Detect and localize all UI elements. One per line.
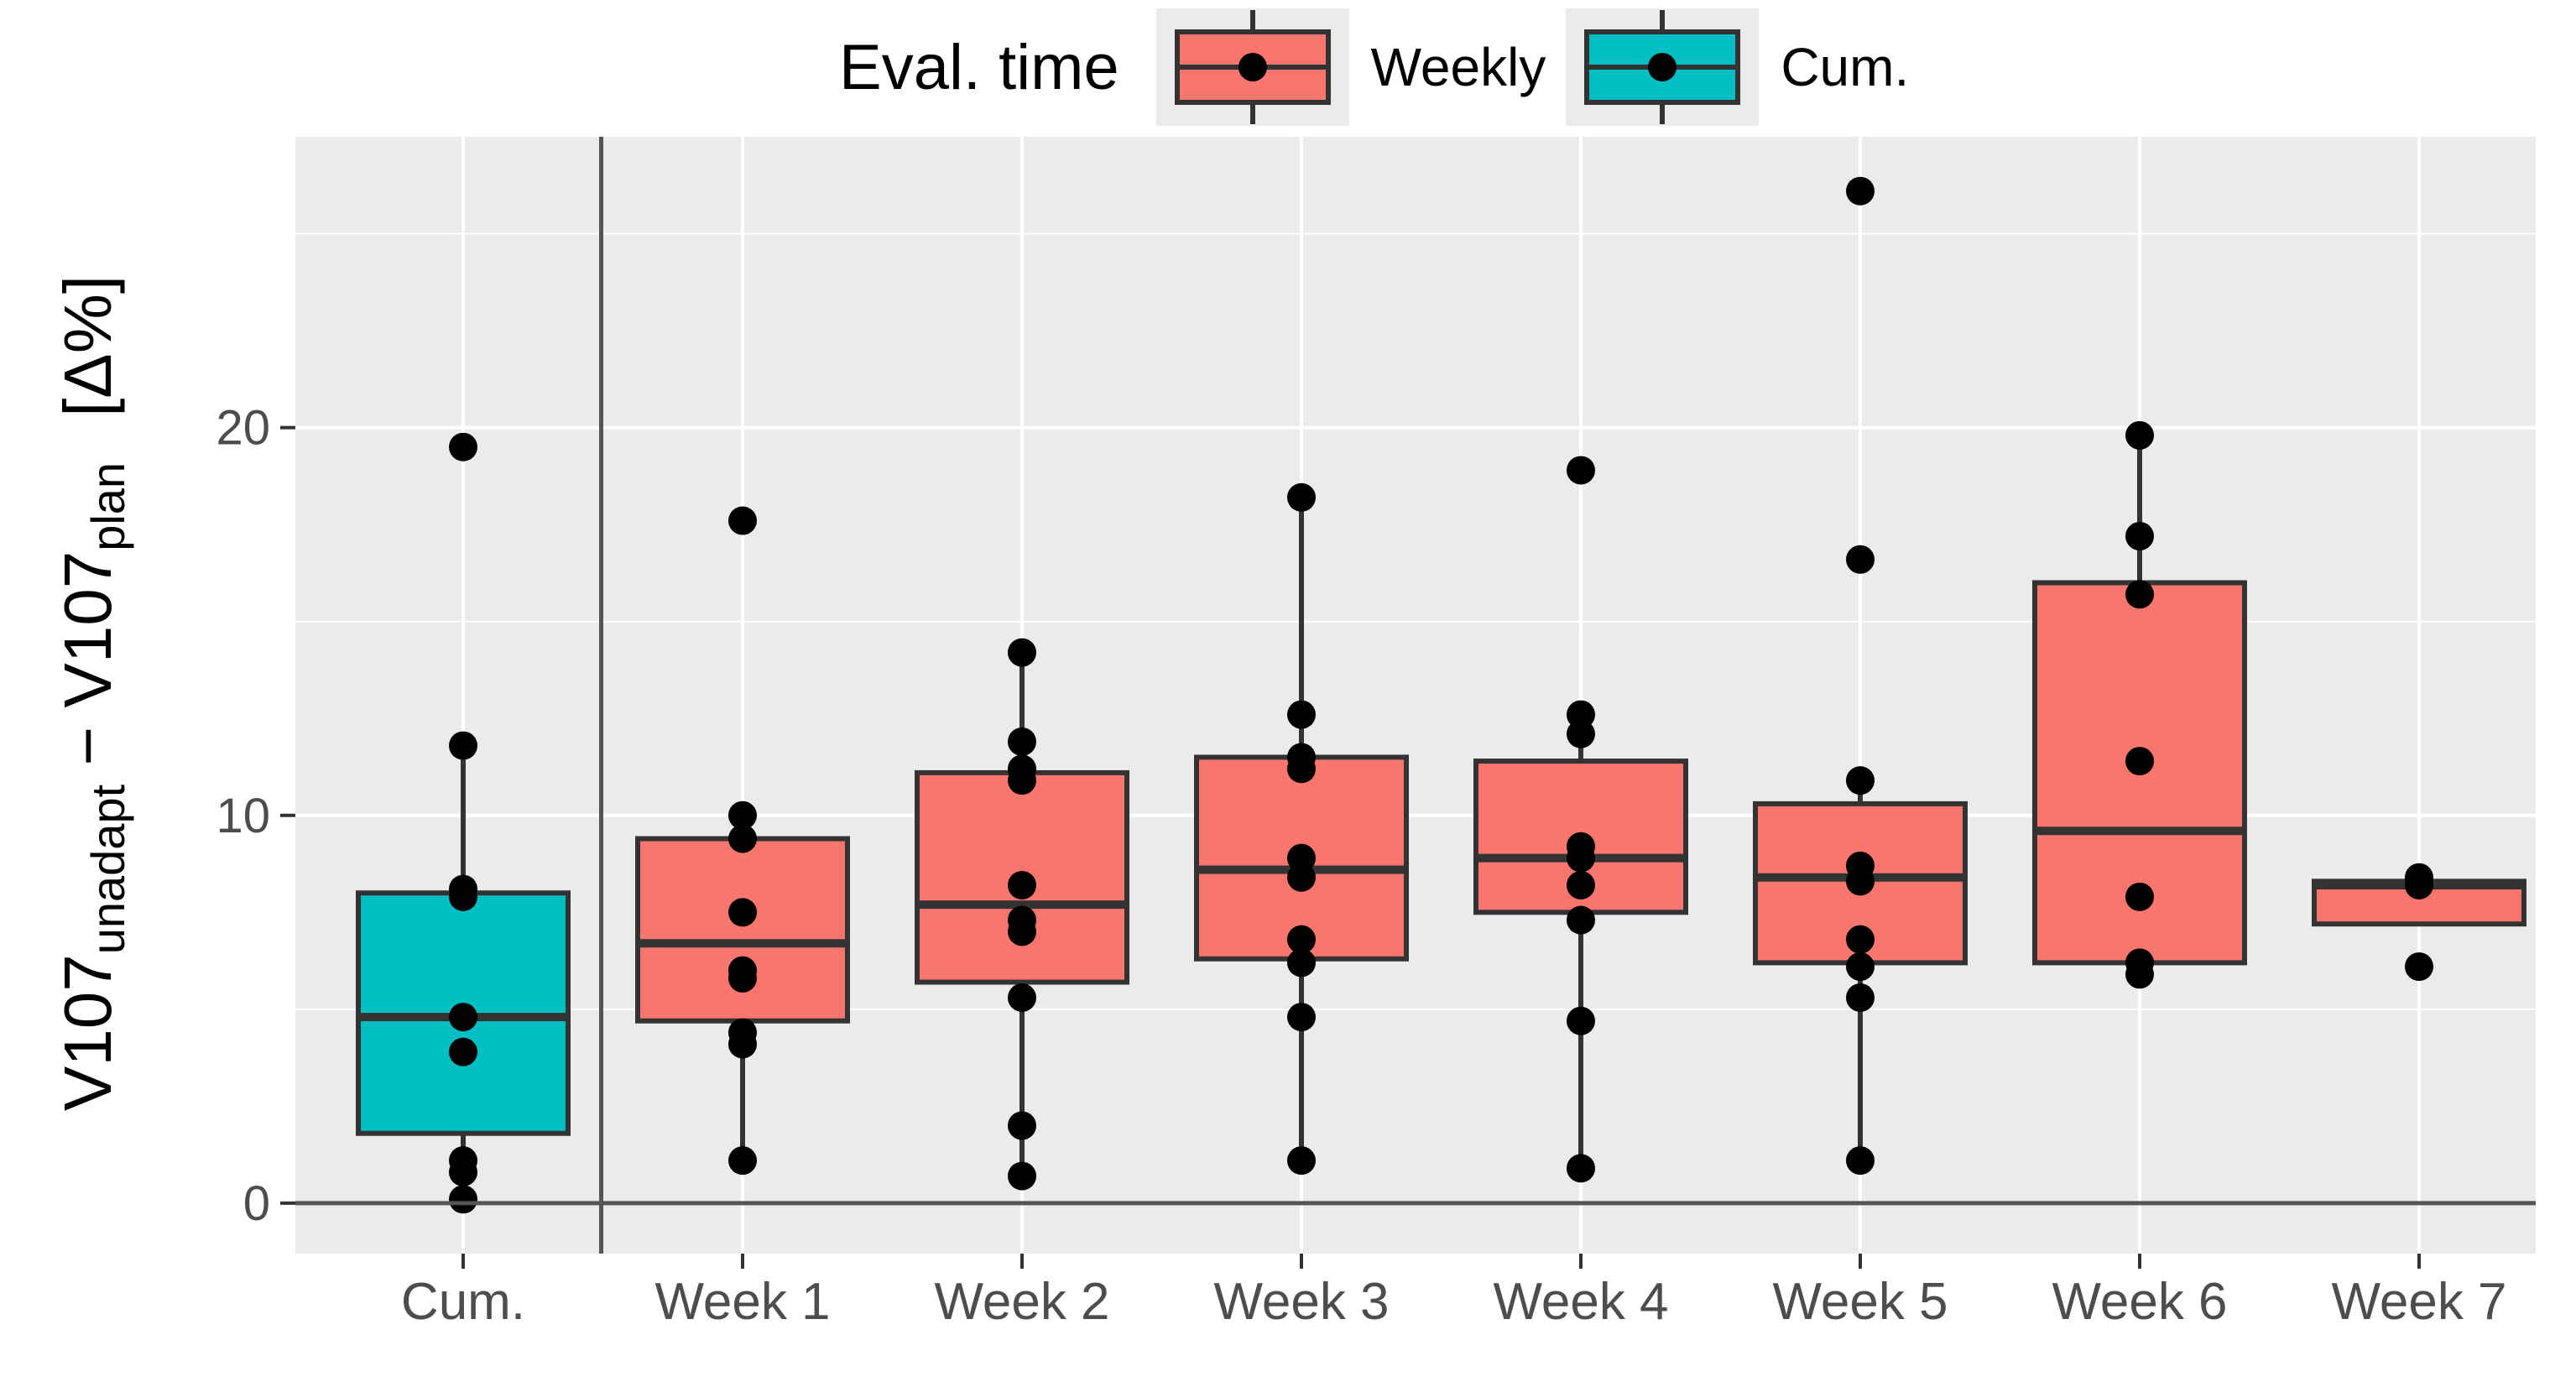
data-point <box>728 963 757 993</box>
data-point <box>449 731 477 760</box>
x-tick-label: Week 6 <box>2052 1273 2227 1331</box>
data-point <box>1008 1161 1036 1191</box>
data-point <box>1008 638 1036 667</box>
data-point <box>2405 870 2433 899</box>
data-point <box>2405 952 2433 982</box>
data-point <box>728 1030 757 1059</box>
y-axis-label: V107unadapt − V107plan[Δ%] <box>50 275 135 1111</box>
data-point <box>1846 925 1875 954</box>
legend: Eval. time Weekly Cum. <box>839 8 1929 126</box>
ylab-v1: V107 <box>50 954 125 1112</box>
data-point <box>1567 456 1595 485</box>
legend-title: Eval. time <box>839 31 1119 103</box>
data-point <box>728 824 757 853</box>
x-tick-label: Week 5 <box>1772 1273 1948 1331</box>
data-point <box>2125 747 2154 776</box>
data-point <box>728 1146 757 1176</box>
data-point <box>1287 925 1316 954</box>
ylab-v2: V107 <box>50 550 125 708</box>
legend-label-weekly: Weekly <box>1370 37 1546 97</box>
data-point <box>2125 580 2154 609</box>
data-point <box>449 882 477 911</box>
data-point <box>1008 917 1036 946</box>
data-point <box>2125 882 2154 911</box>
y-tick-label: 20 <box>216 401 270 456</box>
box-week-5 <box>1753 176 1968 1176</box>
x-tick-label: Week 3 <box>1213 1273 1389 1331</box>
legend-key-weekly <box>1155 8 1349 126</box>
y-tick-label: 0 <box>243 1176 270 1231</box>
data-point <box>2125 522 2154 551</box>
data-point <box>1567 843 1595 873</box>
data-point <box>1567 1006 1595 1035</box>
data-point <box>1846 766 1875 795</box>
x-tick-label: Week 2 <box>934 1273 1109 1331</box>
data-point <box>728 506 757 535</box>
data-point <box>1008 727 1036 756</box>
data-point <box>1846 545 1875 574</box>
ylab-sub1: unadapt <box>81 784 134 955</box>
data-point <box>1567 870 1595 899</box>
box-week-4 <box>1473 456 1688 1183</box>
y-tick-label: 10 <box>216 789 270 843</box>
data-point <box>1846 983 1875 1012</box>
x-tick-label: Week 7 <box>2331 1273 2506 1331</box>
data-point <box>1008 870 1036 899</box>
data-point <box>1287 700 1316 729</box>
x-tick-label: Week 1 <box>654 1273 830 1331</box>
data-point <box>1008 983 1036 1012</box>
data-point <box>1567 1154 1595 1183</box>
x-tick-label: Cum. <box>401 1273 525 1331</box>
data-point <box>1846 176 1875 206</box>
data-point <box>1846 1146 1875 1176</box>
box-week-6 <box>2032 420 2247 989</box>
data-point <box>449 1037 477 1066</box>
data-point <box>449 1157 477 1186</box>
legend-key-cum <box>1566 8 1760 126</box>
box-iqr <box>635 836 850 1024</box>
data-point <box>1567 905 1595 935</box>
ylab-sub2: plan <box>81 461 134 551</box>
x-tick-label: Week 4 <box>1493 1273 1668 1331</box>
box-week-7 <box>2312 863 2526 982</box>
legend-label-cum: Cum. <box>1781 37 1910 97</box>
data-point <box>728 898 757 927</box>
data-point <box>1287 1003 1316 1032</box>
ylab-minus: − <box>50 726 125 766</box>
box-week-3 <box>1194 482 1409 1176</box>
data-point <box>449 432 477 461</box>
data-point <box>449 1003 477 1032</box>
box-week-2 <box>915 638 1129 1191</box>
data-point <box>1008 1111 1036 1140</box>
box-week-1 <box>635 506 850 1176</box>
data-point <box>449 1185 477 1214</box>
data-point <box>1846 952 1875 982</box>
data-point <box>1008 766 1036 795</box>
data-point <box>2125 420 2154 450</box>
data-point <box>1287 863 1316 892</box>
data-point <box>1287 1146 1316 1176</box>
data-point <box>1567 719 1595 748</box>
data-point <box>728 800 757 830</box>
axes-layer: 0 10 20 Cum. Week 1 Week 2 Week 3 Week 4 Week 5 W… <box>216 137 2536 1331</box>
ylab-unit: [Δ%] <box>50 274 125 417</box>
boxes-layer <box>356 176 2526 1214</box>
data-point <box>1287 482 1316 512</box>
data-point <box>1287 948 1316 978</box>
data-point <box>2125 960 2154 989</box>
box-cum <box>356 432 571 1214</box>
data-point <box>1287 754 1316 784</box>
data-point <box>1846 867 1875 896</box>
